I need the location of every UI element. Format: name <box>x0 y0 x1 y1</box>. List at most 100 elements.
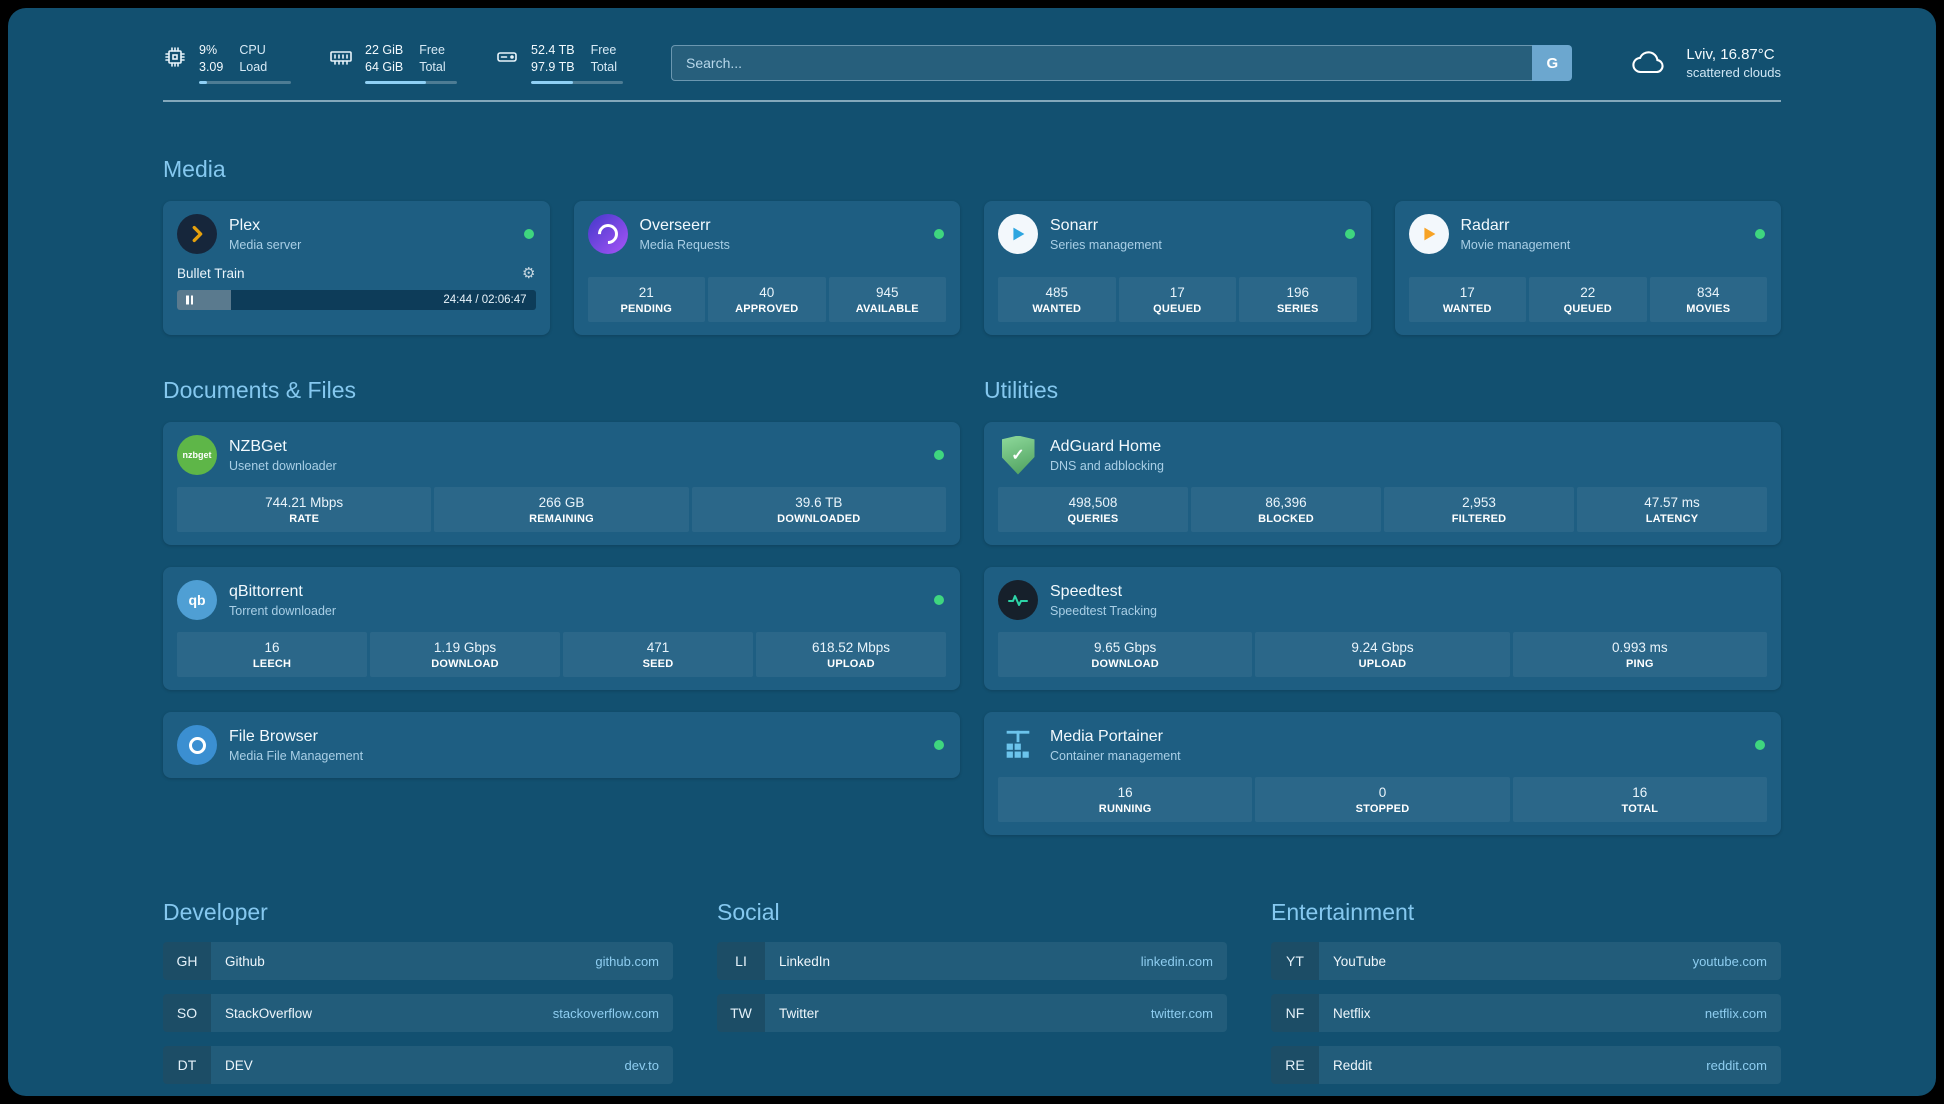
portainer-icon <box>998 725 1038 765</box>
card-titles: Media Portainer Container management <box>1050 728 1181 763</box>
search-input[interactable] <box>671 45 1533 81</box>
stat-remaining: 266 GB REMAINING <box>434 487 689 532</box>
app-name: qBittorrent <box>229 582 303 600</box>
bookmark-name: LinkedIn <box>779 953 831 969</box>
card-header: Overseerr Media Requests <box>587 214 947 254</box>
stat-value: 0 <box>1378 785 1387 800</box>
status-dot <box>1344 229 1355 239</box>
sonarr-card[interactable]: Sonarr Series management 485 WANTED 17 Q… <box>984 201 1371 335</box>
bookmark-youtube[interactable]: YT YouTube youtube.com <box>1271 942 1781 980</box>
stat-value: 834 <box>1696 285 1720 300</box>
section-title-developer: Developer <box>163 899 268 925</box>
card-header: nzbget NZBGet Usenet downloader <box>177 435 946 475</box>
stat-label: AVAILABLE <box>855 303 919 315</box>
status-dot <box>934 229 944 239</box>
stat-downloaded: 39.6 TB DOWNLOADED <box>691 487 946 532</box>
stat-series: 196 SERIES <box>1239 277 1357 322</box>
stat-label: PENDING <box>620 303 673 315</box>
app-name: Media Portainer <box>1050 727 1163 745</box>
stat-value: 21 <box>638 285 654 300</box>
app-subtitle: Usenet downloader <box>229 458 337 473</box>
stat-label: SEED <box>642 658 674 670</box>
playback-progress-bar[interactable]: 24:44 / 02:06:47 <box>177 290 536 310</box>
stat-label: QUEUED <box>1563 303 1612 315</box>
stat-label: PING <box>1625 658 1654 670</box>
search-bar: G <box>671 45 1573 81</box>
stat-approved: 40 APPROVED <box>708 277 826 322</box>
card-titles: Overseerr Media Requests <box>640 217 730 252</box>
stat-filtered: 2,953 FILTERED <box>1384 487 1574 532</box>
status-dot <box>934 450 944 460</box>
bookmark-dev[interactable]: DT DEV dev.to <box>163 1046 673 1084</box>
bookmark-abbr: TW <box>717 994 765 1032</box>
status-dot <box>934 740 944 750</box>
qbittorrent-icon: qb <box>177 580 217 620</box>
stats-row: 498,508 QUERIES 86,396 BLOCKED 2,953 FIL… <box>998 475 1767 532</box>
stat-upload: 9.24 Gbps UPLOAD <box>1255 632 1510 677</box>
search-provider-button[interactable]: G <box>1532 45 1573 81</box>
card-header: Sonarr Series management <box>998 214 1357 254</box>
stat-value: 16 <box>264 640 280 655</box>
portainer-card[interactable]: Media Portainer Container management 16 … <box>984 712 1781 835</box>
stat-upload: 618.52 Mbps UPLOAD <box>756 632 946 677</box>
weather-condition: scattered clouds <box>1686 65 1781 80</box>
bookmark-abbr: LI <box>717 942 765 980</box>
cpu-percent-value: 9% <box>199 43 218 57</box>
bookmark-reddit[interactable]: RE Reddit reddit.com <box>1271 1046 1781 1084</box>
topbar: 9% 3.09 CPU Load <box>163 42 1781 84</box>
nzbget-card[interactable]: nzbget NZBGet Usenet downloader 744.21 M… <box>163 422 960 545</box>
stats-row: 21 PENDING 40 APPROVED 945 AVAILABLE <box>587 265 946 322</box>
memory-total-value: 64 GiB <box>365 60 404 74</box>
bookmark-stackoverflow[interactable]: SO StackOverflow stackoverflow.com <box>163 994 673 1032</box>
now-playing-row: Bullet Train ⚙ <box>177 264 536 282</box>
cloud-icon <box>1626 45 1672 81</box>
status-dot <box>1755 229 1765 239</box>
stat-movies: 834 MOVIES <box>1649 277 1767 322</box>
system-metrics: 9% 3.09 CPU Load <box>163 42 623 84</box>
bookmark-netflix[interactable]: NF Netflix netflix.com <box>1271 994 1781 1032</box>
memory-total-label: Total <box>419 60 446 74</box>
section-title-social: Social <box>717 899 780 925</box>
bookmark-github[interactable]: GH Github github.com <box>163 942 673 980</box>
stat-label: STOPPED <box>1355 803 1410 815</box>
stat-value: 744.21 Mbps <box>265 495 344 510</box>
stat-label: UPLOAD <box>827 658 875 670</box>
stat-value: 945 <box>875 285 899 300</box>
memory-free-label: Free <box>419 43 445 57</box>
bookmark-twitter[interactable]: TW Twitter twitter.com <box>717 994 1227 1032</box>
section-title-utilities: Utilities <box>984 377 1059 403</box>
radarr-card[interactable]: Radarr Movie management 17 WANTED 22 QUE… <box>1394 201 1781 335</box>
card-titles: File Browser Media File Management <box>229 728 363 763</box>
stats-row: 485 WANTED 17 QUEUED 196 SERIES <box>998 265 1357 322</box>
adguard-card[interactable]: ✓ AdGuard Home DNS and adblocking 498,50… <box>984 422 1781 545</box>
bookmark-name: Github <box>225 953 265 969</box>
stats-row: 17 WANTED 22 QUEUED 834 MOVIES <box>1408 265 1767 322</box>
gear-icon[interactable]: ⚙ <box>522 265 536 282</box>
now-playing-title: Bullet Train <box>177 265 245 281</box>
stat-rate: 744.21 Mbps RATE <box>177 487 432 532</box>
plex-card[interactable]: Plex Media server Bullet Train ⚙ 24:44 /… <box>163 201 550 335</box>
card-titles: qBittorrent Torrent downloader <box>229 583 336 618</box>
playback-time: 24:44 / 02:06:47 <box>443 294 527 306</box>
pause-icon[interactable] <box>186 295 193 305</box>
overseerr-card[interactable]: Overseerr Media Requests 21 PENDING 40 A… <box>573 201 960 335</box>
qbittorrent-card[interactable]: qb qBittorrent Torrent downloader 16 <box>163 567 960 690</box>
speedtest-card[interactable]: Speedtest Speedtest Tracking 9.65 Gbps D… <box>984 567 1781 690</box>
card-titles: Sonarr Series management <box>1050 217 1162 252</box>
bookmark-name: Netflix <box>1333 1005 1371 1021</box>
bookmark-abbr: RE <box>1271 1046 1319 1084</box>
plex-icon <box>177 214 217 254</box>
app-subtitle: Media Requests <box>639 237 730 252</box>
filebrowser-card[interactable]: File Browser Media File Management <box>163 712 960 778</box>
bookmark-linkedin[interactable]: LI LinkedIn linkedin.com <box>717 942 1227 980</box>
stat-label: RATE <box>289 513 320 525</box>
app-name: Overseerr <box>639 216 711 234</box>
middle-columns: Documents & Files nzbget NZBGet Usenet d… <box>163 377 1781 835</box>
app-subtitle: Speedtest Tracking <box>1050 603 1158 618</box>
card-header: Media Portainer Container management <box>998 725 1767 765</box>
cpu-data: 9% 3.09 CPU Load <box>199 42 291 84</box>
stat-pending: 21 PENDING <box>587 277 705 322</box>
stat-value: 9.24 Gbps <box>1351 640 1414 655</box>
stat-seed: 471 SEED <box>563 632 753 677</box>
stat-label: DOWNLOAD <box>431 658 499 670</box>
